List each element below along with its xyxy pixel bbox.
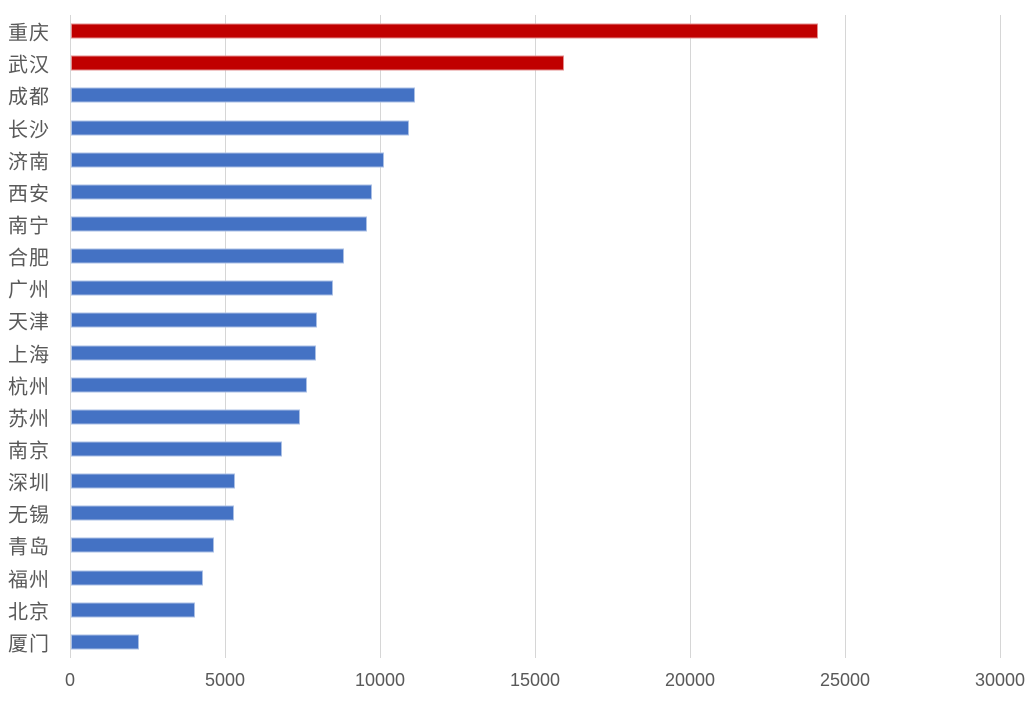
bar-row: 青岛	[0, 529, 1036, 561]
bar	[71, 441, 282, 457]
bar	[71, 505, 234, 521]
category-label: 成都	[8, 86, 50, 109]
bar	[71, 23, 819, 39]
gridline	[690, 15, 691, 658]
gridline	[225, 15, 226, 658]
bar-row: 西安	[0, 176, 1036, 208]
bar	[71, 248, 344, 264]
bar	[71, 602, 195, 618]
x-tick-label: 15000	[509, 670, 561, 690]
bar-row: 合肥	[0, 240, 1036, 272]
bar-row: 长沙	[0, 111, 1036, 143]
category-label: 天津	[8, 311, 50, 334]
y-axis-line	[70, 15, 71, 658]
bar-row: 福州	[0, 562, 1036, 594]
bar-row: 北京	[0, 594, 1036, 626]
gridline	[380, 15, 381, 658]
category-label: 杭州	[8, 376, 50, 399]
x-tick-label: 5000	[204, 670, 246, 690]
category-label: 厦门	[8, 633, 50, 656]
x-tick-label: 25000	[819, 670, 871, 690]
bar-row: 成都	[0, 79, 1036, 111]
bar-row: 厦门	[0, 626, 1036, 658]
category-label: 西安	[8, 183, 50, 206]
category-label: 福州	[8, 569, 50, 592]
bar-row: 广州	[0, 272, 1036, 304]
gridline	[535, 15, 536, 658]
bar-row: 无锡	[0, 497, 1036, 529]
bar-row: 重庆	[0, 15, 1036, 47]
bar-row: 杭州	[0, 369, 1036, 401]
bar	[71, 634, 140, 650]
bar	[71, 312, 318, 328]
bar	[71, 87, 416, 103]
gridline	[1000, 15, 1001, 658]
category-label: 重庆	[8, 22, 50, 45]
x-tick-label: 0	[64, 670, 76, 690]
bar	[71, 345, 316, 361]
x-tick-label: 20000	[664, 670, 716, 690]
bar	[71, 377, 307, 393]
gridline	[845, 15, 846, 658]
bar	[71, 280, 333, 296]
bar-row: 南宁	[0, 208, 1036, 240]
bar	[71, 409, 301, 425]
category-label: 广州	[8, 279, 50, 302]
category-label: 北京	[8, 601, 50, 624]
category-label: 苏州	[8, 408, 50, 431]
bar-row: 苏州	[0, 401, 1036, 433]
bar-row: 上海	[0, 337, 1036, 369]
bar	[71, 473, 236, 489]
bar-row: 武汉	[0, 47, 1036, 79]
bar	[71, 216, 368, 232]
bar	[71, 537, 214, 553]
category-label: 长沙	[8, 119, 50, 141]
category-label: 上海	[8, 344, 50, 367]
category-label: 青岛	[8, 536, 50, 559]
category-label: 济南	[8, 151, 50, 174]
category-label: 南京	[8, 440, 50, 463]
category-label: 合肥	[8, 247, 50, 270]
bar	[71, 152, 385, 168]
bar	[71, 120, 409, 135]
x-tick-label: 30000	[974, 670, 1026, 690]
category-label: 武汉	[8, 54, 50, 77]
bar	[71, 184, 372, 200]
bar	[71, 55, 564, 71]
category-label: 南宁	[8, 215, 50, 238]
bar-row: 济南	[0, 144, 1036, 176]
bar-row: 天津	[0, 304, 1036, 336]
x-tick-label: 10000	[354, 670, 406, 690]
category-label: 无锡	[8, 504, 50, 527]
bar-row: 南京	[0, 433, 1036, 465]
bar-row: 深圳	[0, 465, 1036, 497]
bar	[71, 570, 203, 586]
category-label: 深圳	[8, 472, 50, 495]
